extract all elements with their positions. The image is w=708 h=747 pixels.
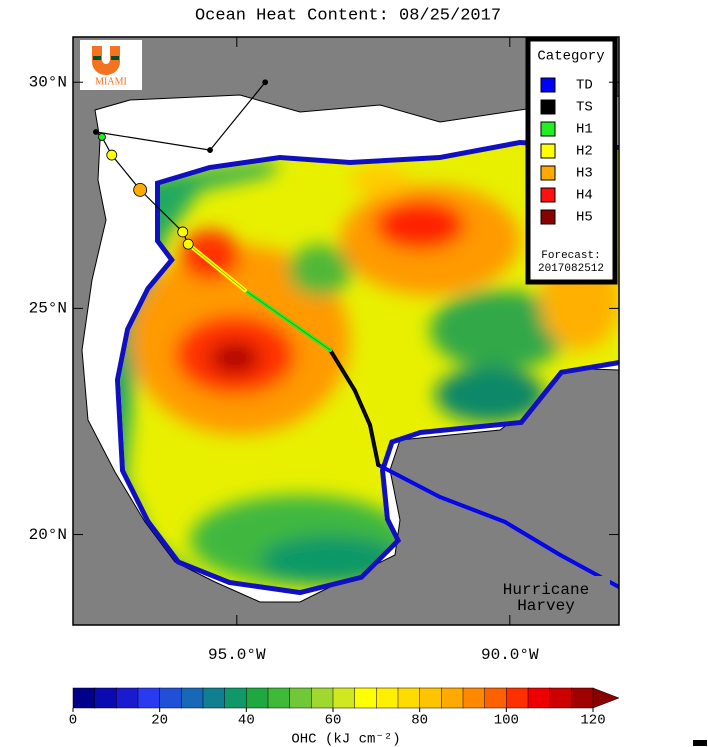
colorbar-segment xyxy=(332,687,356,709)
forecast-point xyxy=(106,149,118,161)
heat-blob xyxy=(350,165,410,195)
colorbar-extend xyxy=(592,687,620,709)
legend-swatch xyxy=(540,121,556,137)
colorbar-tick-label: 0 xyxy=(69,713,77,729)
legend-label: H5 xyxy=(576,210,593,226)
track-outline xyxy=(504,521,561,556)
colorbar-segment xyxy=(484,687,508,709)
colorbar-segment xyxy=(116,687,139,709)
legend: Category Forecast: 2017082512 TD TS H1 H2 H3… xyxy=(525,36,618,285)
legend-swatch xyxy=(540,77,556,93)
heat-blob xyxy=(430,290,570,370)
colorbar-segment xyxy=(549,687,573,709)
legend-forecast-time: 2017082512 xyxy=(538,263,604,275)
logo-u xyxy=(92,46,120,75)
heat-blob xyxy=(375,200,465,250)
track-outline xyxy=(329,349,355,391)
annotation: Harvey xyxy=(517,597,575,615)
x-tick-label: 90.0°W xyxy=(481,646,539,664)
colorbar-segment xyxy=(376,687,399,709)
colorbar-segment xyxy=(462,687,486,709)
colorbar-tick-label: 40 xyxy=(238,713,255,729)
colorbar-segment xyxy=(202,687,226,709)
logo-text: MIAMI xyxy=(95,76,127,87)
colorbar-segment xyxy=(181,687,204,709)
forecast-line xyxy=(93,81,266,245)
forecast-point xyxy=(93,129,99,135)
colorbar-segment xyxy=(72,687,96,709)
heat-blob xyxy=(180,230,240,280)
y-tick-label: 30°N xyxy=(29,73,67,91)
legend-swatch xyxy=(540,165,556,181)
y-tick-label: 20°N xyxy=(29,526,67,544)
heat-blob xyxy=(210,342,260,374)
colorbar-segment xyxy=(506,687,529,709)
colorbar-segment xyxy=(441,687,464,709)
colorbar-segment xyxy=(289,687,313,709)
colorbar-tick-label: 80 xyxy=(411,713,428,729)
colorbar-segment xyxy=(137,687,161,709)
corner-mark xyxy=(693,740,707,746)
track-outline xyxy=(188,243,246,291)
title: Ocean Heat Content: 08/25/2017 xyxy=(195,6,501,25)
colorbar-tick-label: 60 xyxy=(325,713,342,729)
y-tick-label: 25°N xyxy=(29,300,67,318)
logo-accent xyxy=(93,56,101,60)
heat-blob xyxy=(435,367,545,423)
legend-box xyxy=(525,36,618,285)
frame xyxy=(72,36,620,626)
legend-swatch xyxy=(540,99,556,115)
colorbar-segment xyxy=(397,687,421,709)
colorbar-tick-label: 120 xyxy=(580,713,605,729)
logo-accent xyxy=(111,56,119,60)
colorbar-label: OHC (kJ cm⁻²) xyxy=(291,732,400,747)
colorbar-segment xyxy=(224,687,248,709)
heat-blob xyxy=(288,244,352,296)
track-outline xyxy=(354,390,371,426)
heat-blobs xyxy=(120,160,619,590)
colorbar-segment xyxy=(267,687,291,709)
colorbar-segment xyxy=(159,687,183,709)
colorbar-segment xyxy=(571,687,594,709)
forecast-point xyxy=(98,133,106,141)
legend-swatch xyxy=(540,209,556,225)
annotation-box xyxy=(492,576,610,616)
colorbar-segment xyxy=(246,687,269,709)
colorbar-segment xyxy=(311,687,334,709)
forecast-point xyxy=(207,147,213,153)
colorbar-segment xyxy=(419,687,443,709)
forecast-point xyxy=(133,182,148,197)
track-outline xyxy=(378,464,441,498)
annotation: Hurricane xyxy=(503,581,589,599)
forecast-point xyxy=(182,238,194,250)
legend-label: H1 xyxy=(576,122,593,138)
track-outline xyxy=(244,290,331,351)
x-tick-label: 95.0°W xyxy=(208,646,266,664)
forecast-point xyxy=(177,226,189,238)
logo: MIAMI xyxy=(80,40,142,90)
colorbar-segment xyxy=(354,687,378,709)
legend-label: H2 xyxy=(576,144,593,160)
legend-label: H4 xyxy=(576,188,593,204)
colorbar: 0 20 40 60 80 100 120 xyxy=(69,687,620,729)
legend-label: TD xyxy=(576,78,593,94)
track-outline xyxy=(369,425,379,465)
colorbar-segment xyxy=(527,687,551,709)
colorbar-tick-label: 20 xyxy=(151,713,168,729)
forecast-point xyxy=(262,79,269,86)
colorbar-tick-label: 100 xyxy=(494,713,519,729)
legend-title: Category xyxy=(537,49,604,65)
track-outline xyxy=(439,496,505,523)
legend-label: H3 xyxy=(576,166,593,182)
legend-swatch xyxy=(540,187,556,203)
legend-swatch xyxy=(540,143,556,159)
legend-forecast-label: Forecast: xyxy=(541,250,600,262)
track-layer xyxy=(93,79,619,590)
legend-label: TS xyxy=(576,100,593,116)
colorbar-segment xyxy=(94,687,118,709)
